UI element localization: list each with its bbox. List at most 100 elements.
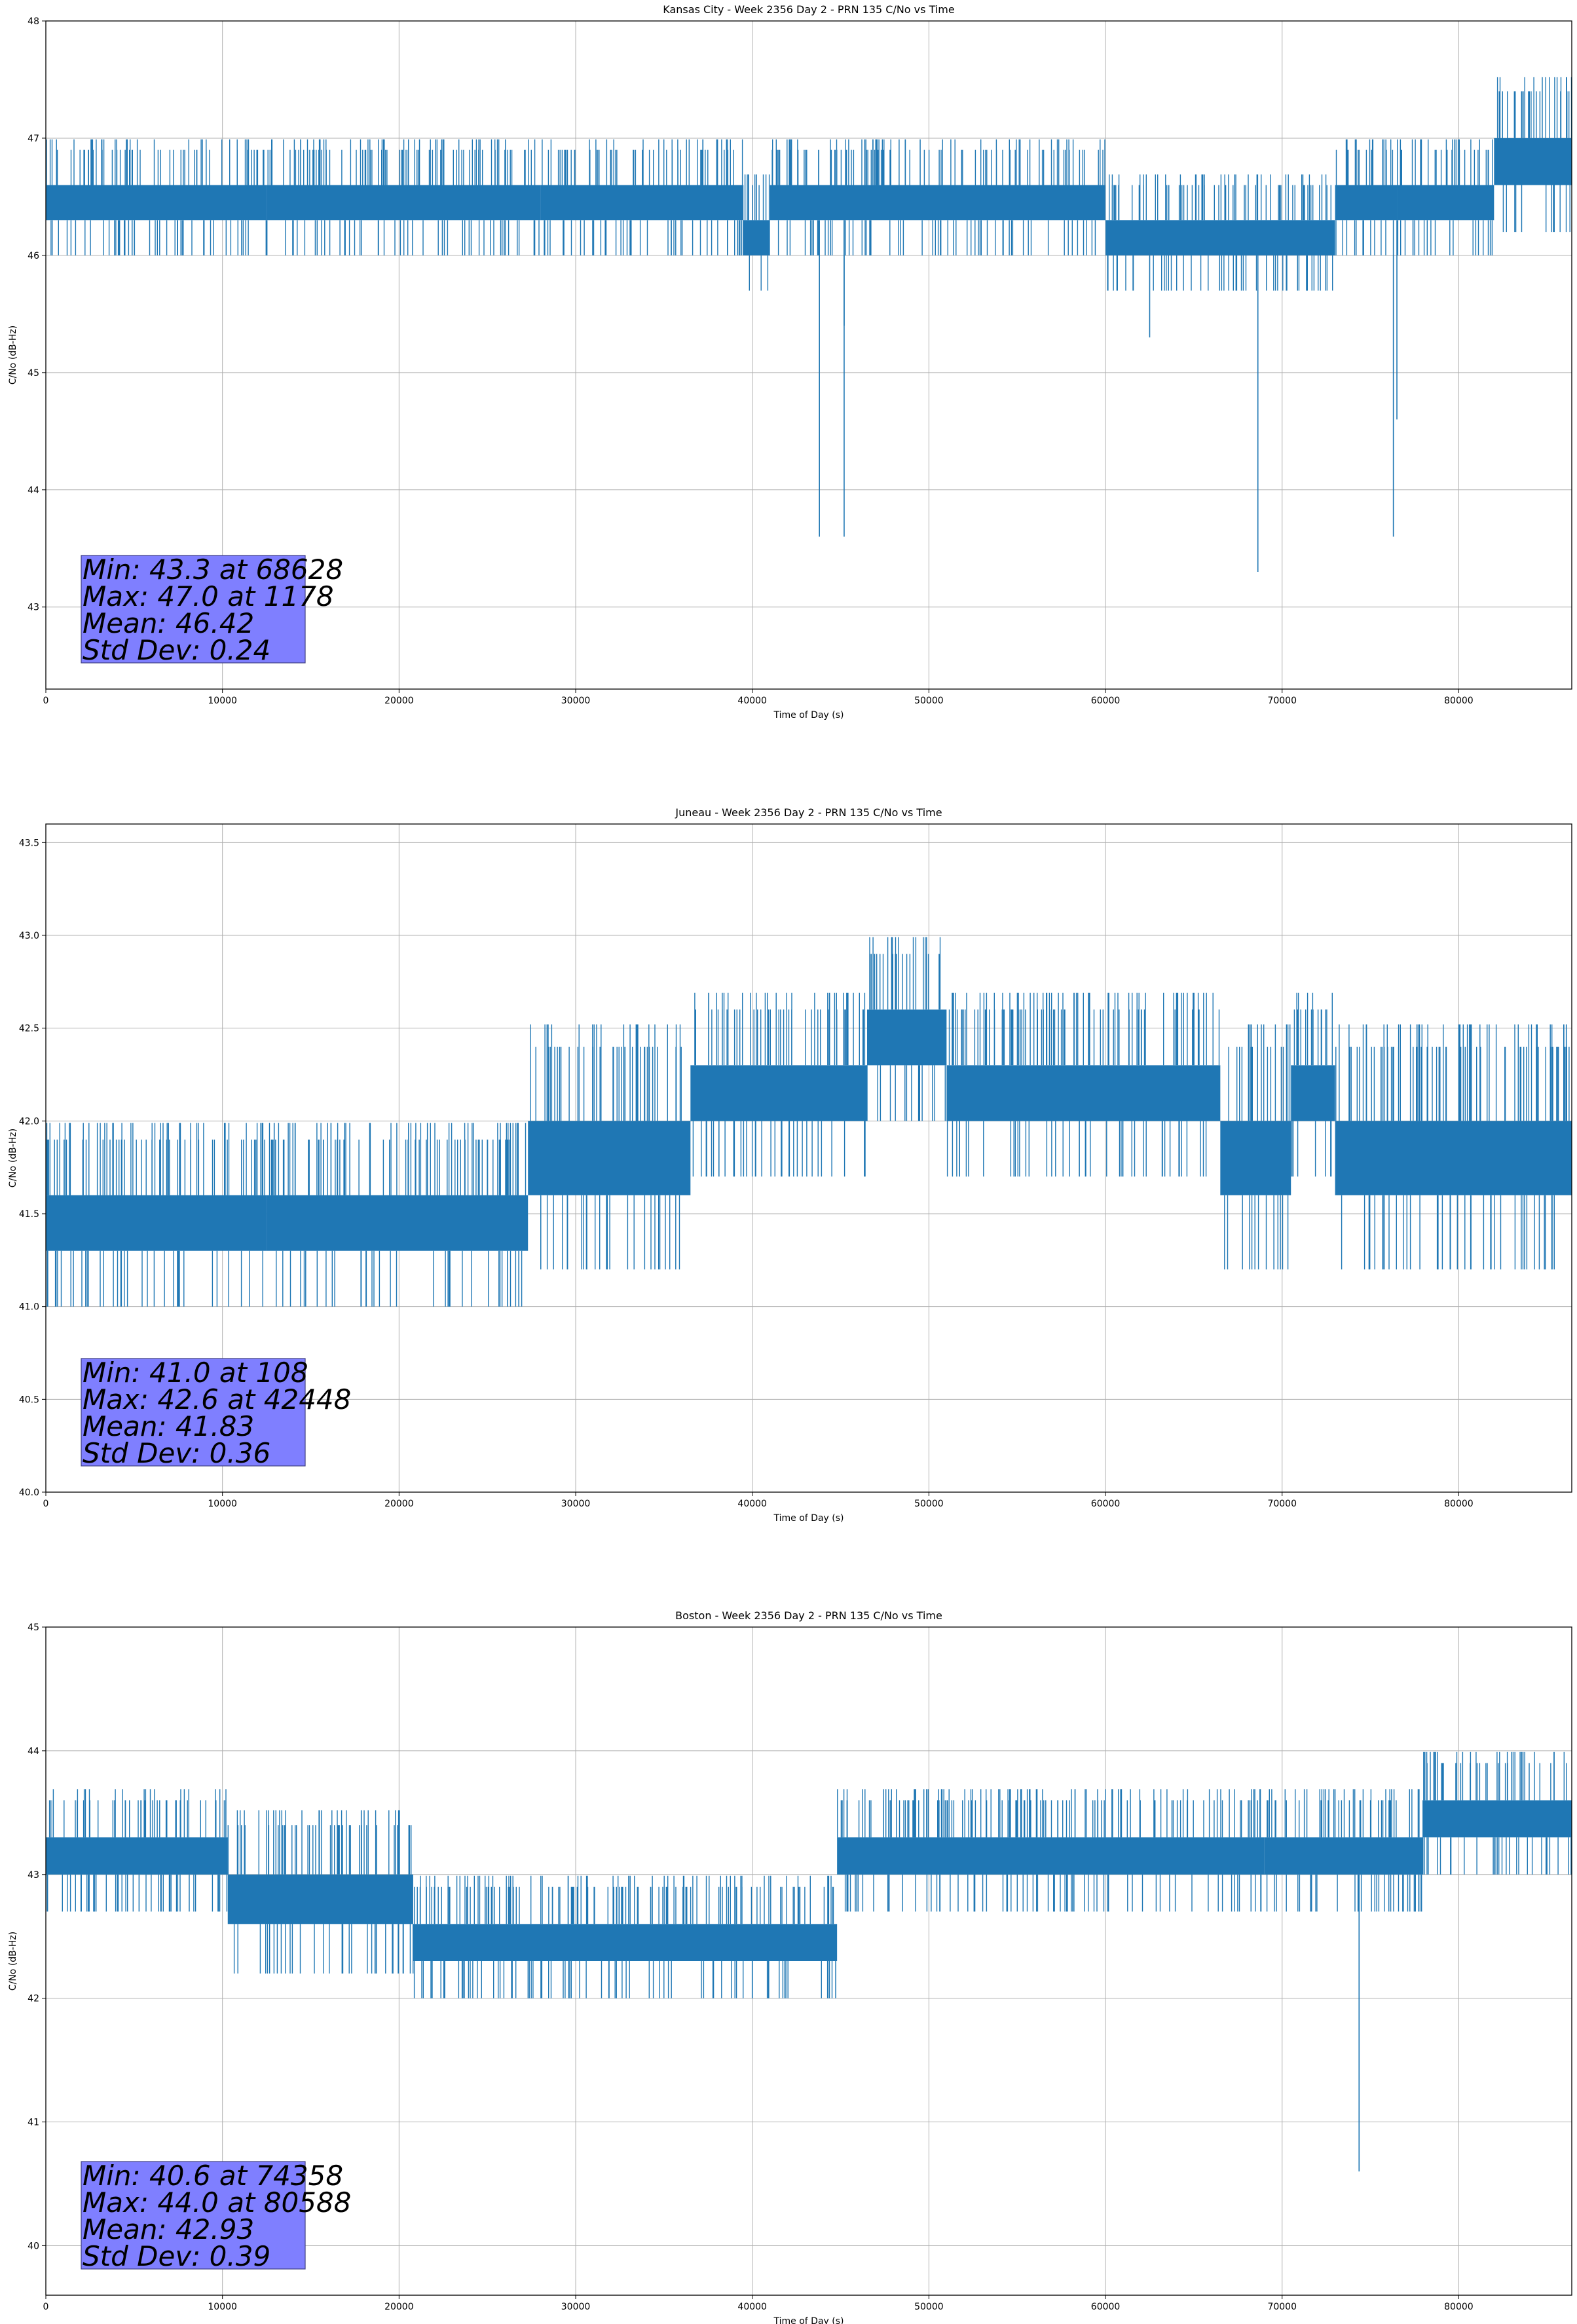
x-tick-label: 50000 — [914, 1499, 944, 1509]
data-band-noise — [413, 1875, 836, 1998]
data-band-segment — [227, 1874, 413, 1924]
data-band-noise — [227, 1810, 414, 1974]
data-band-noise — [46, 139, 267, 255]
stats-line: Max: 47.0 at 1178 — [83, 580, 334, 612]
data-band-noise — [1107, 174, 1333, 291]
axes-frame — [45, 20, 1572, 690]
data-band-segment — [837, 1837, 1265, 1875]
data-band-segment — [1423, 1800, 1572, 1838]
chart-panel-3: Boston - Week 2356 Day 2 - PRN 135 C/No … — [8, 1609, 1572, 2324]
y-tick-label: 48 — [28, 16, 39, 27]
x-tick-label: 80000 — [1444, 1499, 1474, 1509]
y-tick-label: 44 — [28, 485, 39, 496]
y-tick-label: 45 — [28, 1622, 39, 1633]
y-tick-label: 46 — [28, 251, 39, 261]
y-tick-label: 43 — [28, 603, 39, 613]
y-axis-label: C/No (dB-Hz) — [8, 1932, 18, 1991]
series-line — [46, 937, 1572, 1307]
x-tick-label: 70000 — [1267, 1499, 1297, 1509]
x-tick-label: 50000 — [914, 2302, 944, 2312]
data-band-noise — [771, 139, 1105, 255]
data-band-noise — [530, 1024, 682, 1269]
y-tick-label: 40 — [28, 2241, 39, 2251]
stats-line: Mean: 46.42 — [83, 607, 254, 639]
data-band-noise — [1496, 77, 1572, 233]
stats-line: Std Dev: 0.24 — [83, 634, 270, 666]
y-tick-label: 42 — [28, 1994, 39, 2004]
stats-line: Max: 44.0 at 80588 — [83, 2186, 351, 2219]
y-tick-label: 40.5 — [19, 1395, 39, 1405]
x-tick-label: 50000 — [914, 696, 944, 706]
chart-title: Boston - Week 2356 Day 2 - PRN 135 C/No … — [675, 1609, 942, 1622]
y-tick-label: 47 — [28, 134, 39, 144]
x-tick-label: 80000 — [1444, 2302, 1474, 2312]
data-band-segment — [770, 185, 1106, 221]
series-line — [46, 77, 1572, 572]
data-band-segment — [46, 1195, 267, 1251]
data-band-segment — [1335, 1121, 1572, 1195]
chart-panel-2: Juneau - Week 2356 Day 2 - PRN 135 C/No … — [8, 806, 1572, 1524]
x-tick-label: 30000 — [561, 1499, 591, 1509]
stats-line: Std Dev: 0.36 — [83, 1437, 270, 1469]
y-tick-label: 41.5 — [19, 1209, 39, 1220]
data-band-segment — [1397, 185, 1494, 221]
x-tick-label: 30000 — [561, 2302, 591, 2312]
x-tick-label: 80000 — [1444, 696, 1474, 706]
y-tick-label: 43 — [28, 1870, 39, 1881]
data-band-segment — [267, 1195, 529, 1251]
x-tick-label: 0 — [43, 696, 49, 706]
stats-line: Min: 40.6 at 74358 — [83, 2160, 343, 2192]
x-tick-label: 30000 — [561, 696, 591, 706]
x-tick-label: 40000 — [737, 696, 767, 706]
data-band-segment — [1335, 185, 1398, 221]
data-band-segment — [540, 185, 744, 221]
data-band-noise — [946, 992, 1220, 1177]
data-band-noise — [1335, 139, 1394, 255]
x-tick-label: 20000 — [384, 696, 414, 706]
data-band-segment — [528, 1121, 691, 1195]
data-band-noise — [1224, 1024, 1291, 1269]
y-axis-label: C/No (dB-Hz) — [8, 1129, 18, 1188]
x-tick-label: 60000 — [1091, 696, 1121, 706]
y-tick-label: 41 — [28, 2118, 39, 2128]
x-tick-label: 40000 — [737, 2302, 767, 2312]
data-band-segment — [46, 185, 267, 221]
y-tick-label: 43.5 — [19, 838, 39, 848]
stats-line: Mean: 42.93 — [83, 2213, 254, 2245]
x-axis-label: Time of Day (s) — [773, 2316, 844, 2324]
x-tick-label: 20000 — [384, 2302, 414, 2312]
x-tick-label: 20000 — [384, 1499, 414, 1509]
axes-frame — [45, 823, 1572, 1493]
y-tick-label: 44 — [28, 1746, 39, 1757]
data-band-segment — [690, 1065, 867, 1121]
data-band-noise — [46, 1123, 265, 1307]
x-tick-label: 0 — [43, 1499, 49, 1509]
data-band-segment — [1220, 1121, 1291, 1195]
y-tick-label: 42.0 — [19, 1116, 39, 1127]
x-tick-label: 10000 — [208, 696, 237, 706]
data-band-noise — [1291, 992, 1333, 1177]
stats-box — [81, 1358, 306, 1467]
data-band-noise — [1423, 1752, 1572, 1875]
x-tick-label: 10000 — [208, 1499, 237, 1509]
y-tick-label: 42.5 — [19, 1024, 39, 1034]
stats-line: Min: 41.0 at 108 — [83, 1357, 308, 1389]
chart-title: Kansas City - Week 2356 Day 2 - PRN 135 … — [663, 3, 954, 16]
data-band-noise — [267, 139, 540, 255]
stats-box — [81, 555, 306, 664]
stats-line: Max: 42.6 at 42448 — [83, 1383, 351, 1415]
stats-line: Std Dev: 0.39 — [83, 2240, 270, 2272]
data-band-segment — [1105, 220, 1335, 255]
data-band-noise — [866, 937, 946, 1121]
data-band-noise — [744, 174, 770, 291]
data-band-noise — [269, 1123, 527, 1307]
stats-box — [81, 2161, 306, 2270]
y-axis-label: C/No (dB-Hz) — [8, 326, 18, 384]
data-band-segment — [946, 1065, 1221, 1121]
y-tick-label: 43.0 — [19, 931, 39, 941]
x-tick-label: 60000 — [1091, 2302, 1121, 2312]
x-tick-label: 0 — [43, 2302, 49, 2312]
data-band-segment — [1291, 1065, 1335, 1121]
data-band-segment — [743, 220, 770, 255]
